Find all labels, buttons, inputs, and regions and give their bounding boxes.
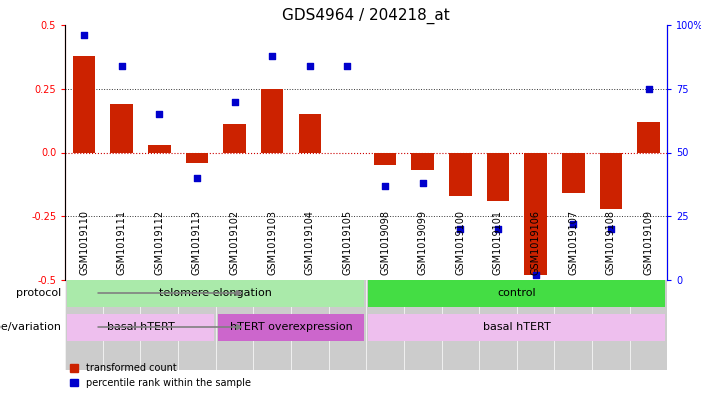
Point xyxy=(417,180,428,186)
Text: hTERT overexpression: hTERT overexpression xyxy=(230,322,353,332)
Point xyxy=(643,86,654,92)
Point xyxy=(116,62,128,69)
Bar xyxy=(73,55,95,152)
Bar xyxy=(374,152,396,165)
Point xyxy=(530,272,541,278)
Point xyxy=(455,226,466,232)
Text: control: control xyxy=(498,288,536,298)
Bar xyxy=(186,152,208,163)
Text: basal hTERT: basal hTERT xyxy=(483,322,551,332)
Point xyxy=(568,221,579,227)
Text: telomere elongation: telomere elongation xyxy=(159,288,272,298)
Bar xyxy=(449,152,472,196)
Bar xyxy=(486,152,510,201)
Bar xyxy=(524,152,547,275)
Point xyxy=(379,182,390,189)
Bar xyxy=(217,314,365,340)
Text: genotype/variation: genotype/variation xyxy=(0,322,62,332)
Bar xyxy=(67,314,214,340)
Point xyxy=(191,175,203,181)
Point xyxy=(342,62,353,69)
Bar xyxy=(110,104,133,152)
Title: GDS4964 / 204218_at: GDS4964 / 204218_at xyxy=(283,7,450,24)
Bar xyxy=(67,279,365,307)
Point xyxy=(79,32,90,39)
Bar xyxy=(368,279,665,307)
Bar xyxy=(411,152,434,170)
Point xyxy=(605,226,616,232)
Text: basal hTERT: basal hTERT xyxy=(107,322,175,332)
Point xyxy=(266,52,278,59)
Point xyxy=(229,98,240,105)
Bar xyxy=(223,125,246,152)
Point xyxy=(304,62,315,69)
Point xyxy=(492,226,503,232)
Bar xyxy=(599,152,622,209)
Bar xyxy=(261,89,283,152)
Legend: transformed count, percentile rank within the sample: transformed count, percentile rank withi… xyxy=(70,363,251,388)
Point xyxy=(154,111,165,118)
Bar xyxy=(368,314,665,340)
Bar xyxy=(562,152,585,193)
Bar xyxy=(299,114,321,152)
Bar xyxy=(637,122,660,152)
Text: protocol: protocol xyxy=(16,288,62,298)
Bar xyxy=(148,145,170,152)
